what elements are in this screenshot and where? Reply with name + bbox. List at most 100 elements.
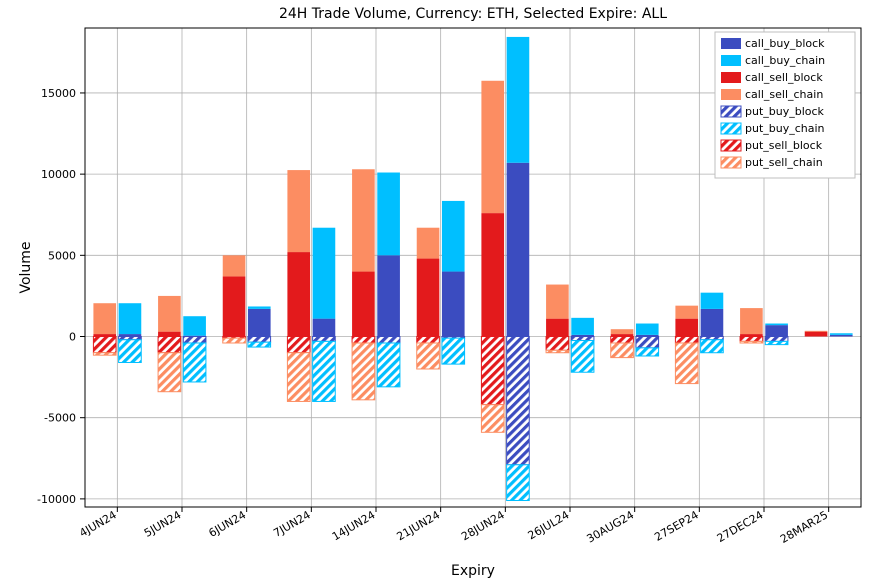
legend-label: call_sell_block (745, 71, 823, 84)
legend-label: call_buy_block (745, 37, 825, 50)
xtick-label: 26JUL24 (526, 508, 572, 542)
xtick-label: 28MAR25 (778, 508, 830, 546)
bar-call_sell_block (223, 276, 246, 336)
xtick-label: 7JUN24 (271, 508, 313, 540)
xtick-label: 27SEP24 (652, 508, 701, 544)
bar-put_buy_chain (119, 340, 142, 363)
ytick-label: -10000 (37, 493, 76, 506)
bar-call_sell_block (287, 252, 310, 336)
bar-put_buy_block (765, 337, 788, 342)
bar-call_buy_block (313, 319, 336, 337)
ytick-label: 5000 (48, 249, 76, 262)
bar-call_sell_chain (287, 170, 310, 252)
bar-put_sell_block (158, 337, 181, 353)
bar-call_sell_chain (740, 308, 763, 334)
bar-put_buy_block (183, 337, 206, 343)
bar-put_sell_block (287, 337, 310, 353)
bar-call_sell_block (805, 332, 828, 337)
ytick-label: 0 (69, 331, 76, 344)
bar-call_sell_chain (611, 329, 634, 334)
bar-put_sell_chain (675, 343, 698, 384)
ytick-label: -5000 (44, 412, 76, 425)
bar-put_sell_chain (481, 405, 504, 433)
bar-call_sell_chain (805, 331, 828, 332)
bar-put_sell_chain (223, 338, 246, 343)
bar-put_sell_block (481, 337, 504, 405)
legend-label: call_sell_chain (745, 88, 823, 101)
bar-put_sell_chain (287, 353, 310, 402)
x-axis-label: Expiry (451, 563, 495, 579)
bar-call_buy_chain (442, 201, 465, 272)
legend-label: put_sell_chain (745, 156, 823, 169)
bar-call_buy_chain (313, 228, 336, 319)
bar-call_buy_chain (701, 293, 724, 309)
bar-put_sell_chain (158, 353, 181, 392)
bar-call_sell_chain (158, 296, 181, 332)
bar-put_buy_chain (571, 341, 594, 373)
bar-put_sell_chain (352, 343, 375, 400)
bar-call_buy_chain (830, 333, 853, 335)
bar-call_sell_chain (417, 228, 440, 259)
bar-put_sell_block (352, 337, 375, 343)
bar-call_sell_chain (546, 285, 569, 319)
bar-put_sell_block (740, 337, 763, 342)
bar-put_buy_block (248, 337, 271, 343)
bar-put_buy_block (636, 337, 659, 348)
bar-put_buy_block (377, 337, 400, 343)
bar-put_buy_chain (765, 341, 788, 344)
bar-call_sell_block (675, 319, 698, 337)
xtick-label: 14JUN24 (330, 508, 378, 543)
legend-swatch (721, 157, 741, 168)
ytick-label: 10000 (41, 168, 76, 181)
bar-put_sell_block (417, 337, 440, 343)
bar-call_buy_block (765, 325, 788, 336)
xtick-label: 5JUN24 (142, 508, 184, 540)
bar-call_buy_chain (377, 173, 400, 256)
legend-label: put_buy_block (745, 105, 825, 118)
xtick-label: 30AUG24 (585, 508, 637, 545)
xtick-label: 6JUN24 (207, 508, 249, 540)
bar-call_buy_block (442, 272, 465, 337)
chart-title: 24H Trade Volume, Currency: ETH, Selecte… (279, 6, 667, 22)
legend-swatch (721, 72, 741, 83)
bar-call_buy_block (377, 255, 400, 336)
bar-put_buy_chain (507, 465, 530, 501)
bar-put_sell_block (611, 337, 634, 343)
volume-chart: -10000-50000500010000150004JUN245JUN246J… (0, 0, 879, 585)
chart-container: -10000-50000500010000150004JUN245JUN246J… (0, 0, 879, 585)
bar-put_sell_block (675, 337, 698, 343)
xtick-label: 21JUN24 (395, 508, 443, 543)
xtick-label: 27DEC24 (715, 508, 766, 545)
bar-call_buy_chain (119, 303, 142, 334)
bar-call_buy_chain (765, 324, 788, 326)
legend-label: put_buy_chain (745, 122, 825, 135)
bar-put_sell_chain (417, 343, 440, 369)
legend-swatch (721, 55, 741, 66)
legend-label: put_sell_block (745, 139, 823, 152)
bar-call_buy_chain (636, 324, 659, 335)
bar-call_sell_block (546, 319, 569, 337)
bar-call_buy_chain (183, 316, 206, 335)
bar-call_buy_chain (507, 37, 530, 163)
bar-call_buy_chain (571, 318, 594, 335)
bar-put_buy_block (313, 337, 336, 342)
bar-put_buy_chain (248, 342, 271, 347)
bar-call_sell_chain (675, 306, 698, 319)
bar-call_sell_block (481, 213, 504, 336)
bar-put_buy_chain (701, 340, 724, 353)
y-axis-label: Volume (18, 241, 34, 293)
bar-call_sell_chain (223, 255, 246, 276)
bar-call_sell_chain (93, 303, 116, 334)
ytick-label: 15000 (41, 87, 76, 100)
legend-swatch (721, 106, 741, 117)
legend-swatch (721, 38, 741, 49)
bar-call_buy_block (830, 335, 853, 337)
bar-put_sell_chain (611, 343, 634, 358)
bar-call_sell_block (158, 332, 181, 337)
legend-label: call_buy_chain (745, 54, 825, 67)
bar-call_buy_chain (248, 306, 271, 308)
bar-call_sell_block (352, 272, 375, 337)
bar-put_buy_chain (442, 338, 465, 364)
bar-call_sell_chain (352, 169, 375, 271)
bar-put_buy_block (507, 337, 530, 465)
